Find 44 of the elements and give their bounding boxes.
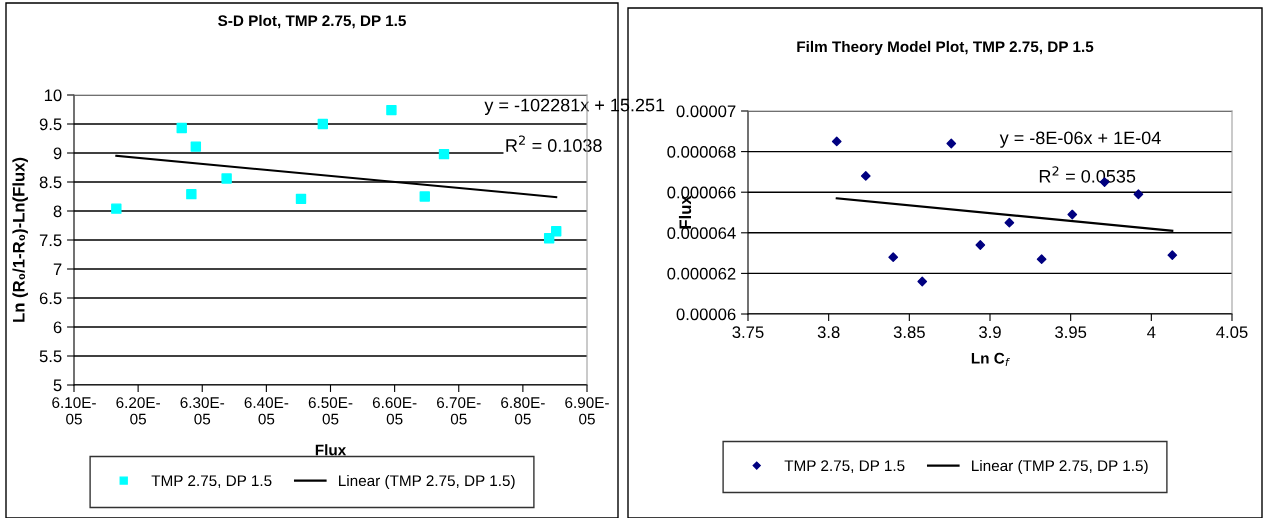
y-tick-label: 10 — [44, 89, 62, 102]
x-tick-label: 6.60E-05 — [372, 397, 417, 425]
x-tick-label: 6.80E-05 — [501, 397, 545, 425]
annotation: y = -8E-06x + 1E-04 — [999, 131, 1161, 148]
annotation: R$^{2}$ = 0.1038 — [506, 135, 602, 152]
y-tick-label: 0.000068 — [667, 146, 736, 158]
x-axis-title: Flux — [315, 444, 347, 456]
x-tick-label: 3.8 — [817, 326, 840, 339]
x-tick-label: 6.90E-05 — [565, 397, 609, 425]
y-tick-label: 0.00007 — [676, 105, 736, 118]
x-tick-label: 3.9 — [979, 326, 1001, 339]
y-tick-label: 0.000064 — [667, 227, 736, 239]
x-tick-label: 4.05 — [1216, 326, 1248, 339]
x-tick-label: 6.10E-05 — [52, 397, 96, 425]
x-tick-label: 3.95 — [1055, 326, 1087, 339]
x-tick-label: 6.40E-05 — [244, 397, 289, 425]
x-tick-label: 6.70E-05 — [437, 397, 481, 425]
x-tick-label: 3.75 — [732, 326, 764, 339]
x-tick-label: 3.85 — [893, 326, 925, 339]
x-tick-label: 6.20E-05 — [116, 397, 160, 425]
y-tick-label: 0.000062 — [667, 267, 736, 280]
y-tick-label: 6 — [53, 321, 62, 334]
y-tick-label: 0.00006 — [676, 308, 736, 321]
y-axis-title: Ln (R₀/1-R₀)-Ln(Flux) — [12, 157, 28, 322]
legend-label: Linear (TMP 2.75, DP 1.5) — [339, 474, 515, 490]
annotation: R$^{2}$ = 0.0535 — [1039, 166, 1136, 183]
y-tick-label: 8.5 — [39, 176, 62, 189]
y-tick-label: 5 — [53, 379, 62, 392]
legend-label: TMP 2.75, DP 1.5 — [151, 475, 272, 488]
chart-title: Film Theory Model Plot, TMP 2.75, DP 1.5 — [797, 40, 1094, 56]
y-tick-label: 7 — [53, 263, 62, 276]
y-tick-label: 7.5 — [39, 234, 62, 247]
legend-label: TMP 2.75, DP 1.5 — [784, 460, 905, 473]
legend-label: Linear (TMP 2.75, DP 1.5) — [972, 459, 1148, 475]
y-tick-label: 9.5 — [39, 118, 62, 131]
y-tick-label: 8 — [53, 205, 62, 218]
y-tick-label: 6.5 — [39, 292, 62, 305]
y-tick-label: 5.5 — [39, 350, 62, 363]
y-tick-label: 9 — [53, 147, 62, 160]
x-axis-title: Ln C$_{f}$ — [971, 352, 1011, 366]
x-tick-label: 4 — [1147, 326, 1156, 338]
x-tick-label: 6.30E-05 — [180, 397, 225, 425]
x-tick-label: 6.50E-05 — [308, 397, 353, 425]
chart-title: S-D Plot, TMP 2.75, DP 1.5 — [218, 14, 406, 29]
